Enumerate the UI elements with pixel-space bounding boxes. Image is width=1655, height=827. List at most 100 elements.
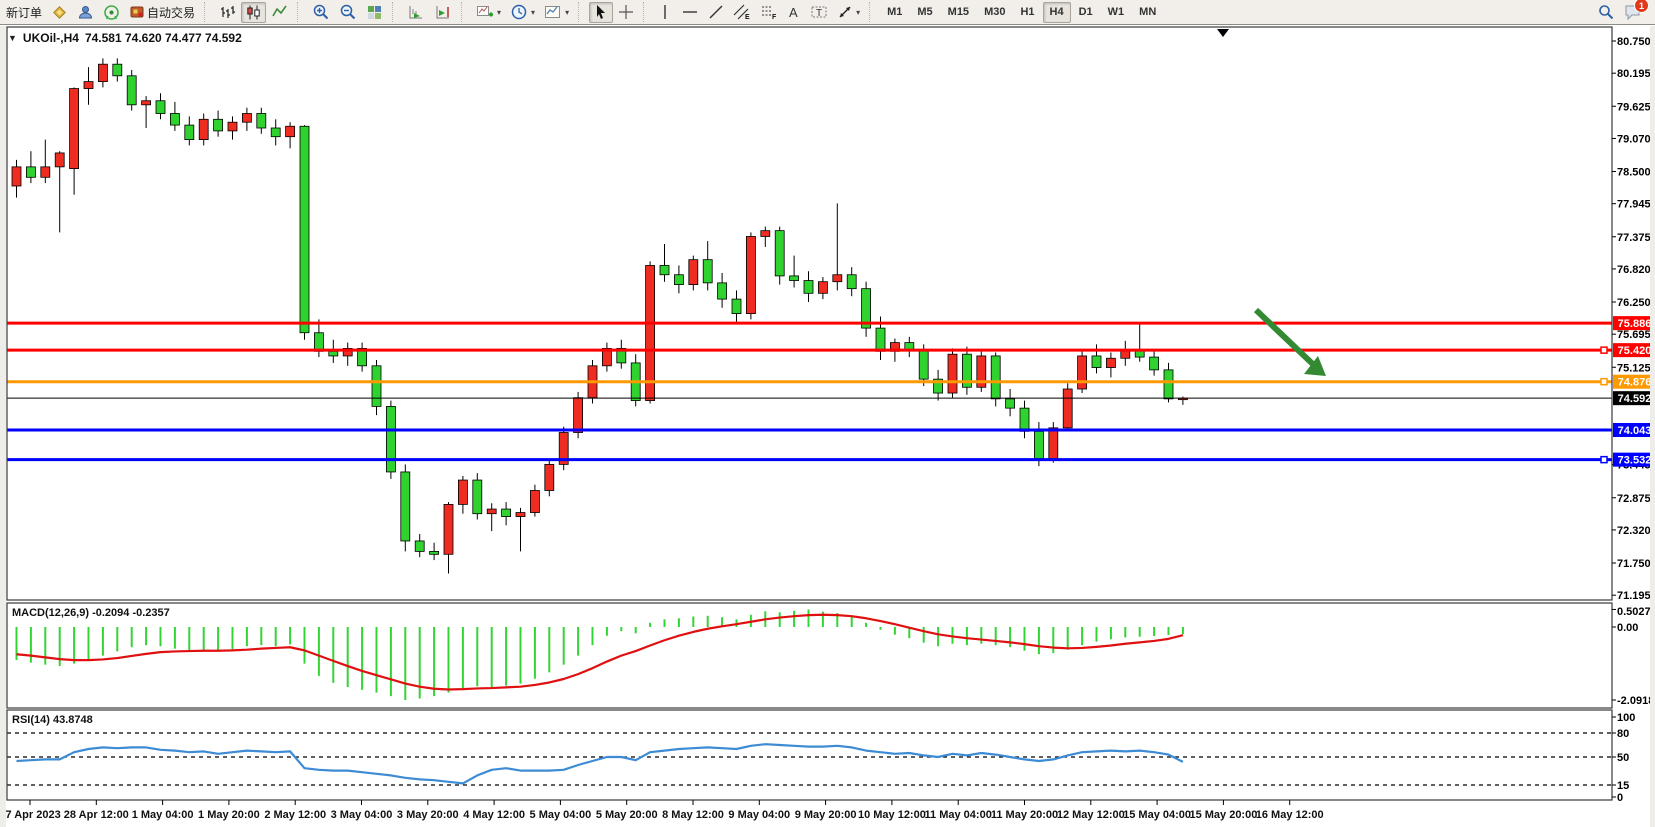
svg-text:0.00: 0.00 (1617, 622, 1638, 634)
rsi-pane (7, 732, 1612, 786)
trend-arrow-annotation[interactable] (1253, 307, 1326, 376)
vertical-line-tool-button[interactable] (654, 2, 676, 23)
svg-text:15 May 04:00: 15 May 04:00 (1123, 809, 1191, 821)
chart-canvas[interactable]: 80.750 80.195 79.625 79.070 78.500 77.945 77.3… (0, 26, 1655, 827)
toolbar-separator (643, 2, 650, 22)
zoom-in-button[interactable] (308, 2, 334, 23)
chart-title: ▼ UKOil-,H4 74.581 74.620 74.477 74.592 (8, 31, 242, 45)
svg-text:80.750: 80.750 (1617, 36, 1651, 48)
periods-button[interactable]: ▾ (506, 2, 539, 23)
svg-text:1 May 04:00: 1 May 04:00 (132, 809, 194, 821)
trendline-tool-button[interactable] (704, 2, 728, 23)
svg-text:15 May 20:00: 15 May 20:00 (1189, 809, 1257, 821)
svg-text:74.592: 74.592 (1618, 393, 1652, 405)
search-button[interactable] (1593, 2, 1619, 23)
svg-text:10 May 12:00: 10 May 12:00 (858, 809, 926, 821)
signals-button[interactable] (47, 2, 72, 23)
chart-ohlc-values: 74.581 74.620 74.477 74.592 (84, 31, 242, 45)
svg-text:0: 0 (1617, 792, 1623, 804)
timeframe-button-mn[interactable]: MN (1132, 2, 1163, 23)
svg-text:16 May 12:00: 16 May 12:00 (1256, 809, 1324, 821)
auto-scroll-button[interactable] (403, 2, 429, 23)
svg-text:27 Apr 2023: 27 Apr 2023 (0, 809, 61, 821)
timeframe-button-h1[interactable]: H1 (1013, 2, 1041, 23)
broadcast-icon (104, 4, 119, 20)
svg-text:74.043: 74.043 (1618, 425, 1652, 437)
svg-text:12 May 12:00: 12 May 12:00 (1057, 809, 1125, 821)
crosshair-tool-button[interactable] (614, 2, 638, 23)
chart-shift-marker-icon[interactable] (1217, 29, 1229, 37)
autotrade-button[interactable]: 自动交易 (125, 2, 199, 23)
new-order-label: 新订单 (6, 5, 43, 20)
svg-text:75.125: 75.125 (1617, 362, 1651, 374)
toolbar-separator (392, 2, 399, 22)
svg-text:71.195: 71.195 (1617, 590, 1651, 602)
svg-text:75.886: 75.886 (1618, 318, 1652, 330)
horizontal-line-icon (683, 11, 698, 13)
horizontal-lines[interactable] (7, 321, 1612, 464)
timeframe-button-h4[interactable]: H4 (1042, 1, 1071, 23)
chart-shift-button[interactable] (430, 2, 456, 23)
svg-text:9 May 20:00: 9 May 20:00 (795, 809, 857, 821)
new-order-button[interactable]: 新订单 (2, 2, 46, 23)
chevron-down-icon: ▾ (497, 7, 502, 17)
svg-text:E: E (745, 14, 750, 20)
svg-text:80: 80 (1617, 728, 1629, 740)
svg-text:75.695: 75.695 (1617, 329, 1651, 341)
channel-tool-button[interactable]: E (729, 2, 755, 23)
tile-windows-button[interactable] (362, 2, 387, 23)
text-label-icon: T (811, 6, 827, 19)
text-icon: A (789, 5, 798, 20)
timeframe-button-m5[interactable]: M5 (910, 2, 939, 23)
arrows-tool-button[interactable]: ▾ (833, 2, 864, 23)
svg-text:79.070: 79.070 (1617, 133, 1651, 145)
notifications-button[interactable]: 1 (1620, 0, 1649, 23)
vertical-line-icon (664, 5, 666, 19)
community-person-icon (79, 5, 93, 18)
fibonacci-tool-button[interactable]: F (756, 2, 782, 23)
bar-chart-type-button[interactable] (215, 2, 240, 23)
timeframe-button-m15[interactable]: M15 (941, 2, 976, 23)
timeframe-button-m1[interactable]: M1 (880, 2, 909, 23)
indicators-button[interactable]: ▾ (472, 2, 505, 23)
auto-scroll-icon (409, 5, 423, 18)
zoom-in-icon (313, 4, 329, 20)
clock-icon (511, 4, 527, 20)
rsi-indicator-label: RSI(14) 43.8748 (12, 714, 93, 726)
horizontal-line-tool-button[interactable] (677, 2, 703, 23)
collapse-ohlc-icon[interactable]: ▼ (8, 33, 17, 43)
svg-text:0.5027: 0.5027 (1617, 606, 1651, 618)
svg-text:3 May 04:00: 3 May 04:00 (331, 809, 393, 821)
add-indicator-icon (477, 5, 494, 16)
time-axis[interactable]: 27 Apr 2023 28 Apr 12:00 1 May 04:00 1 May … (0, 800, 1324, 821)
svg-text:78.500: 78.500 (1617, 167, 1651, 179)
svg-text:77.375: 77.375 (1617, 232, 1651, 244)
zoom-out-button[interactable] (335, 2, 361, 23)
toolbar-separator (204, 2, 211, 22)
autotrade-status-icon (130, 6, 144, 18)
svg-text:F: F (772, 14, 777, 20)
macd-signal-line (16, 613, 1184, 691)
candlestick-chart-icon (247, 5, 260, 19)
line-chart-type-button[interactable] (267, 2, 292, 23)
timeframe-button-m30[interactable]: M30 (977, 2, 1012, 23)
svg-text:1 May 20:00: 1 May 20:00 (198, 809, 260, 821)
svg-text:76.250: 76.250 (1617, 297, 1651, 309)
svg-text:50: 50 (1617, 752, 1629, 764)
bar-chart-icon (221, 5, 236, 18)
templates-button[interactable]: ▾ (540, 2, 573, 23)
text-tool-button[interactable]: A (783, 2, 805, 23)
tile-windows-icon (368, 5, 382, 19)
price-axis[interactable]: 80.750 80.195 79.625 79.070 78.500 77.945 77.3… (1612, 36, 1654, 804)
community-button[interactable] (73, 2, 98, 23)
toolbar-separator (578, 2, 585, 22)
timeframe-button-w1[interactable]: W1 (1101, 2, 1132, 23)
svg-text:5 May 20:00: 5 May 20:00 (596, 809, 658, 821)
candlestick-chart-type-button[interactable] (241, 1, 267, 23)
timeframe-button-d1[interactable]: D1 (1072, 2, 1100, 23)
text-label-tool-button[interactable]: T (806, 2, 832, 23)
news-button[interactable] (99, 2, 124, 23)
cursor-tool-button[interactable] (589, 1, 614, 23)
svg-text:11 May 20:00: 11 May 20:00 (991, 809, 1058, 821)
